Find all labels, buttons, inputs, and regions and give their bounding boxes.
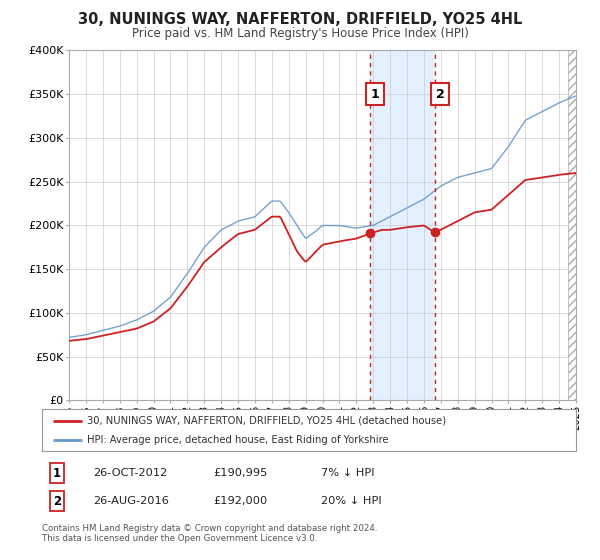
Text: 1: 1 — [53, 466, 61, 480]
Text: HPI: Average price, detached house, East Riding of Yorkshire: HPI: Average price, detached house, East… — [88, 435, 389, 445]
Text: 2: 2 — [53, 494, 61, 508]
FancyBboxPatch shape — [42, 409, 576, 451]
Text: This data is licensed under the Open Government Licence v3.0.: This data is licensed under the Open Gov… — [42, 534, 317, 543]
Text: Contains HM Land Registry data © Crown copyright and database right 2024.: Contains HM Land Registry data © Crown c… — [42, 524, 377, 533]
Text: 30, NUNINGS WAY, NAFFERTON, DRIFFIELD, YO25 4HL (detached house): 30, NUNINGS WAY, NAFFERTON, DRIFFIELD, Y… — [88, 416, 446, 426]
Text: 26-OCT-2012: 26-OCT-2012 — [93, 468, 167, 478]
Text: Price paid vs. HM Land Registry's House Price Index (HPI): Price paid vs. HM Land Registry's House … — [131, 27, 469, 40]
Text: 30, NUNINGS WAY, NAFFERTON, DRIFFIELD, YO25 4HL: 30, NUNINGS WAY, NAFFERTON, DRIFFIELD, Y… — [78, 12, 522, 27]
Text: 1: 1 — [371, 88, 380, 101]
Text: 26-AUG-2016: 26-AUG-2016 — [93, 496, 169, 506]
Text: £192,000: £192,000 — [213, 496, 267, 506]
Text: 2: 2 — [436, 88, 445, 101]
Bar — [568, 50, 576, 400]
Text: 7% ↓ HPI: 7% ↓ HPI — [321, 468, 374, 478]
Bar — [370, 50, 435, 400]
Text: £190,995: £190,995 — [213, 468, 268, 478]
Text: 20% ↓ HPI: 20% ↓ HPI — [321, 496, 382, 506]
